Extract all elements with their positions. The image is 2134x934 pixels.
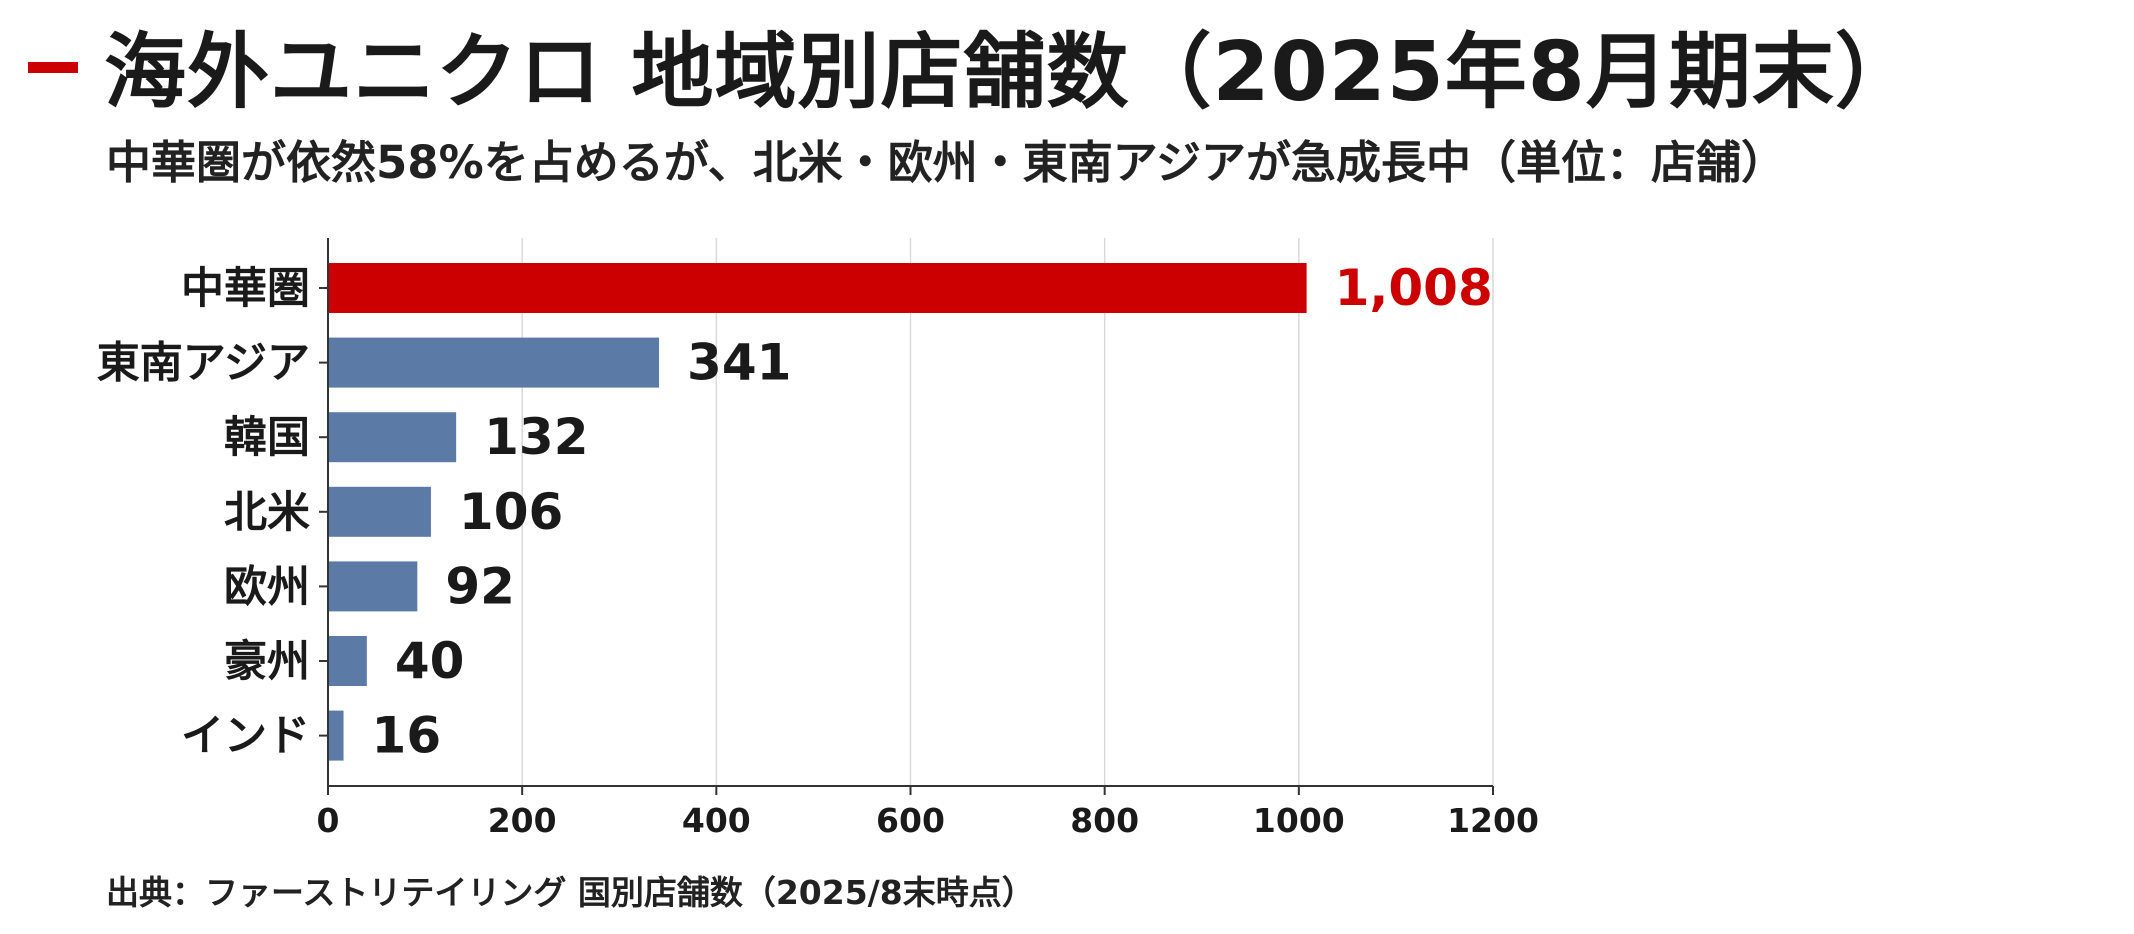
x-tick-label: 800 [1070,801,1139,840]
bar [328,636,367,686]
value-label: 132 [484,408,588,466]
grid-lines [521,238,1494,786]
x-tick-label: 1200 [1447,801,1539,840]
x-tick-label: 200 [488,801,557,840]
title-accent-bar [28,61,78,73]
value-label: 341 [687,334,791,392]
x-tick-label: 400 [682,801,751,840]
bars [328,263,1307,761]
chart-title: 海外ユニクロ 地域別店舗数（2025年8月期末） [104,24,1918,120]
axes [319,238,1494,795]
category-label: 韓国 [224,413,310,463]
category-label: インド [181,712,310,762]
value-label: 1,008 [1335,259,1493,317]
value-label: 40 [395,632,465,690]
bar [328,710,344,761]
x-tick-label: 600 [876,801,945,840]
value-label: 106 [459,483,563,541]
category-label: 北米 [224,488,310,538]
x-tick-label: 1000 [1253,801,1345,840]
bar [328,486,431,537]
bar [328,263,1307,313]
title-row: 海外ユニクロ 地域別店舗数（2025年8月期末） [28,14,1918,120]
bar [328,337,660,388]
chart-subtitle: 中華圏が依然58%を占めるが、北米・欧州・東南アジアが急成長中（単位：店舗） [106,136,1787,189]
value-label: 16 [372,707,442,765]
category-label: 豪州 [224,637,310,687]
bar [328,561,418,612]
category-label: 欧州 [224,562,310,612]
bar [328,412,457,463]
x-tick-label: 0 [317,801,340,840]
labels: 0 200 400 600 800 1000 1200 中華圏 1,008 東南アジア 341 韓国 1… [97,259,1539,840]
value-label: 92 [445,557,515,615]
source-note: 出典：ファーストリテイリング 国別店舗数（2025/8末時点） [106,873,1035,912]
category-label: 中華圏 [181,264,310,314]
category-label: 東南アジア [97,339,310,389]
